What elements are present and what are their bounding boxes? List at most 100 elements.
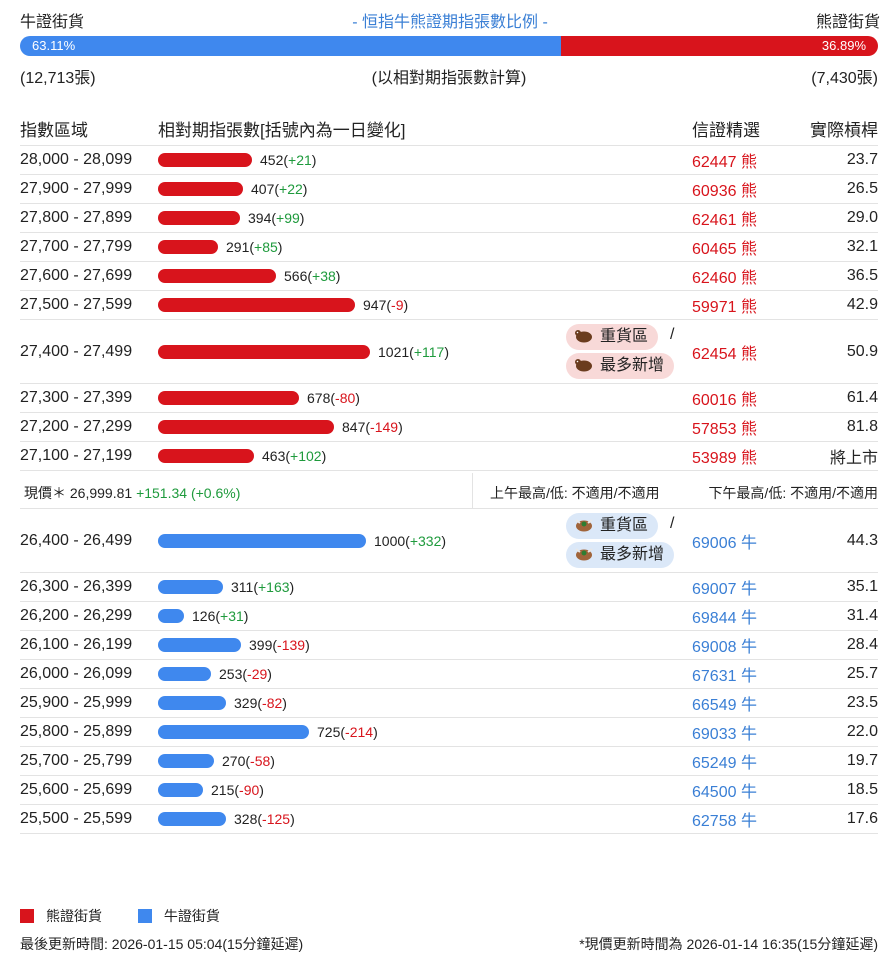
header-contracts: 相對期指張數[括號內為一日變化] [158, 121, 406, 140]
index-range: 25,800 - 25,899 [20, 723, 133, 740]
divider [472, 473, 473, 509]
header-pick: 信證精選 [692, 121, 760, 140]
table-row: 26,000 - 26,099 253(-29) 67631 牛 25.7 [20, 660, 878, 689]
qty-change: +21 [288, 152, 312, 168]
warrant-code-link[interactable]: 62758 牛 [692, 813, 757, 830]
table-row: 25,600 - 25,699 215(-90) 64500 牛 18.5 [20, 776, 878, 805]
bull-bar [158, 667, 211, 681]
index-range: 27,900 - 27,999 [20, 180, 133, 197]
contract-qty: 328(-125) [234, 811, 295, 827]
qty-value: 407 [251, 181, 275, 197]
effective-leverage: 42.9 [846, 296, 878, 313]
warrant-code-link[interactable]: 62461 熊 [692, 212, 757, 229]
warrant-code-link[interactable]: 60016 熊 [692, 392, 757, 409]
warrant-code-link[interactable]: 57853 熊 [692, 421, 757, 438]
effective-leverage: 23.5 [846, 694, 878, 711]
tag-separator: / [670, 515, 675, 532]
legend-bear: 熊證街貨 [20, 906, 102, 926]
index-range: 27,800 - 27,899 [20, 209, 133, 226]
warrant-code-link[interactable]: 69033 牛 [692, 726, 757, 743]
qty-change: +117 [413, 343, 445, 360]
warrant-code-link[interactable]: 53989 熊 [692, 450, 757, 467]
tag-heavy-zone[interactable]: 重貨區 [566, 324, 659, 350]
qty-change: -82 [262, 695, 283, 711]
last-updated: 最後更新時間: 2026-01-15 05:04(15分鐘延遲) [20, 936, 304, 952]
qty-value: 1000 [374, 532, 406, 549]
qty-change: -90 [239, 782, 260, 798]
index-range: 26,300 - 26,399 [20, 578, 133, 595]
tag-most-new[interactable]: 最多新增 [566, 353, 675, 379]
effective-leverage: 61.4 [846, 389, 878, 406]
table-row: 27,800 - 27,899 394(+99) 62461 熊 29.0 [20, 204, 878, 233]
warrant-code-link[interactable]: 69006 牛 [692, 534, 757, 552]
warrant-code-link[interactable]: 60465 熊 [692, 241, 757, 258]
qty-change: -149 [370, 419, 399, 435]
tag-most-new[interactable]: 最多新增 [566, 542, 675, 568]
contract-qty: 253(-29) [219, 666, 272, 682]
bull-rows: 26,400 - 26,499 1000(+332) 重貨區最多新增/69006 牛… [20, 509, 878, 834]
index-range: 25,600 - 25,699 [20, 781, 133, 798]
bull-bar [158, 725, 309, 739]
qty-value: 566 [284, 268, 308, 284]
qty-value: 329 [234, 695, 258, 711]
bear-bar [158, 211, 240, 225]
bear-bar [158, 298, 355, 312]
effective-leverage: 50.9 [846, 342, 878, 360]
bear-icon [574, 355, 594, 372]
current-price-value: 現價＊ 26,999.81 [24, 485, 133, 501]
effective-leverage: 44.3 [846, 531, 878, 549]
qty-value: 291 [226, 239, 250, 255]
bear-ratio-segment: 36.89% [561, 36, 878, 56]
bull-ratio-segment: 63.11% [20, 36, 562, 56]
qty-change: -58 [250, 753, 271, 769]
qty-value: 126 [192, 608, 216, 624]
warrant-code-link[interactable]: 60936 熊 [692, 183, 757, 200]
bull-count: (12,713張) [20, 70, 96, 87]
qty-value: 947 [363, 297, 387, 313]
warrant-code-link[interactable]: 62454 熊 [692, 345, 757, 363]
bull-bar [158, 754, 214, 768]
warrant-code-link[interactable]: 66549 牛 [692, 697, 757, 714]
warrant-code-link[interactable]: 64500 牛 [692, 784, 757, 801]
table-row: 28,000 - 28,099 452(+21) 62447 熊 23.7 [20, 146, 878, 175]
index-range: 27,400 - 27,499 [20, 342, 133, 360]
effective-leverage: 29.0 [846, 209, 878, 226]
effective-leverage: 22.0 [846, 723, 878, 740]
bear-bar [158, 344, 370, 359]
warrant-code-link[interactable]: 62447 熊 [692, 154, 757, 171]
effective-leverage: 26.5 [846, 180, 878, 197]
tag-most-new-label: 最多新增 [600, 357, 665, 374]
bull-outstanding-label: 牛證街貨 [20, 14, 85, 31]
legend-bull: 牛證街貨 [137, 906, 220, 926]
qty-value: 1021 [378, 343, 410, 360]
warrant-code-link[interactable]: 69844 牛 [692, 610, 757, 627]
contract-qty: 1021(+117) [378, 343, 449, 360]
warrant-code-link[interactable]: 59971 熊 [692, 299, 757, 316]
table-row: 27,400 - 27,499 1021(+117) 重貨區最多新增/62454 熊… [20, 320, 878, 384]
table-row: 26,300 - 26,399 311(+163) 69007 牛 35.1 [20, 573, 878, 602]
index-range: 27,100 - 27,199 [20, 447, 133, 464]
bull-bar [158, 696, 226, 710]
bull-bar [158, 580, 223, 594]
table-row: 27,600 - 27,699 566(+38) 62460 熊 36.5 [20, 262, 878, 291]
ratio-header: 牛證街貨 - 恒指牛熊證期指張數比例 - 熊證街貨 [20, 8, 880, 31]
header-leverage: 實際槓桿 [810, 121, 878, 140]
qty-change: -9 [391, 297, 404, 313]
table-row: 27,700 - 27,799 291(+85) 60465 熊 32.1 [20, 233, 878, 262]
warrant-code-link[interactable]: 67631 牛 [692, 668, 757, 685]
warrant-code-link[interactable]: 65249 牛 [692, 755, 757, 772]
table-row: 27,200 - 27,299 847(-149) 57853 熊 81.8 [20, 413, 878, 442]
bear-rows: 28,000 - 28,099 452(+21) 62447 熊 23.7 27,900… [20, 146, 878, 471]
index-range: 25,500 - 25,599 [20, 810, 133, 827]
warrant-code-link[interactable]: 62460 熊 [692, 270, 757, 287]
effective-leverage: 81.8 [846, 418, 878, 435]
effective-leverage: 28.4 [846, 636, 878, 653]
warrant-code-link[interactable]: 69008 牛 [692, 639, 757, 656]
tag-heavy-zone[interactable]: 重貨區 [566, 513, 659, 539]
contract-qty: 399(-139) [249, 637, 310, 653]
contract-qty: 407(+22) [251, 181, 308, 197]
warrant-code-link[interactable]: 69007 牛 [692, 581, 757, 598]
legend-bear-swatch [20, 909, 34, 923]
effective-leverage: 將上市 [829, 450, 878, 467]
effective-leverage: 31.4 [846, 607, 878, 624]
